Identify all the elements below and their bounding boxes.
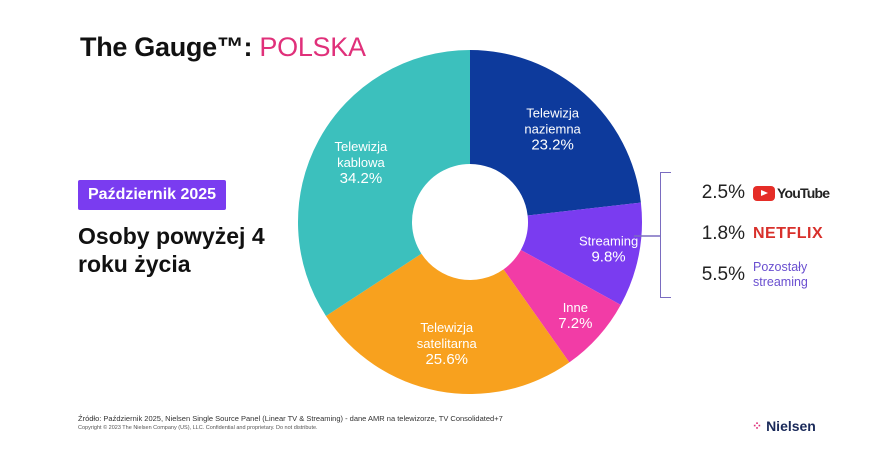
other-label: Pozostały streaming (753, 260, 808, 289)
streaming-breakdown: 2.5% YouTube 1.8% NETFLIX 5.5% Pozostały… (660, 172, 861, 298)
title-text: The Gauge™: (80, 32, 253, 62)
page-title: The Gauge™: POLSKA (80, 32, 366, 63)
copyright: Copyright © 2023 The Nielsen Company (US… (78, 425, 318, 431)
slice-telewizja-naziemna (470, 50, 641, 216)
nielsen-logo-text: Nielsen (766, 418, 816, 434)
breakdown-netflix: 1.8% NETFLIX (689, 223, 823, 245)
nielsen-dots-icon: ⁘ (752, 419, 763, 433)
other-value: 5.5% (701, 264, 745, 285)
youtube-play-icon (753, 185, 775, 201)
netflix-logo: NETFLIX (753, 225, 824, 242)
slice-telewizja-satelitarna (325, 253, 570, 395)
slice-telewizja-kablowa (298, 50, 470, 316)
source-note: Źródło: Październik 2025, Nielsen Single… (78, 414, 503, 423)
title-accent: POLSKA (259, 32, 366, 62)
audience-label: Osoby powyżej 4 roku życia (78, 223, 265, 277)
youtube-value: 2.5% (701, 182, 745, 203)
youtube-label: YouTube (777, 185, 830, 201)
slice-label: Inne 7.2% (558, 300, 592, 332)
date-badge: Październik 2025 (78, 180, 227, 210)
youtube-logo: YouTube (753, 185, 830, 201)
slice-label: Telewizja kablowa 34.2% (335, 139, 389, 187)
slice-label: Telewizja naziemna 23.2% (524, 105, 581, 153)
breakdown-other: 5.5% Pozostały streaming (689, 260, 823, 290)
slice-streaming (520, 202, 642, 305)
slice-label: Telewizja satelitarna 25.6% (417, 320, 478, 368)
netflix-value: 1.8% (701, 223, 745, 244)
slice-label: Streaming 9.8% (579, 233, 638, 265)
breakdown-youtube: 2.5% YouTube (689, 182, 830, 204)
slice-inne (503, 249, 621, 363)
nielsen-logo: ⁘ Nielsen (752, 418, 816, 434)
